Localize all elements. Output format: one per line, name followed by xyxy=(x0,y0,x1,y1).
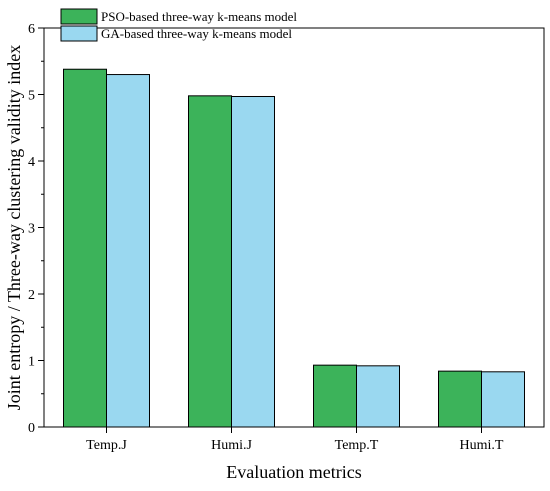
bars-layer xyxy=(63,68,525,428)
bar-ga-humi-t xyxy=(481,371,525,428)
bar-ga-temp-t xyxy=(356,365,400,428)
y-tick-label: 6 xyxy=(28,22,35,37)
bar-ga-humi-j xyxy=(231,95,275,428)
x-axis-title: Evaluation metrics xyxy=(226,462,361,482)
legend-swatch-pso xyxy=(60,8,98,25)
legend-swatch-ga xyxy=(60,25,98,42)
y-tick-label: 5 xyxy=(28,89,35,104)
legend: PSO-based three-way k-means model GA-bas… xyxy=(60,8,297,42)
bar-ga-temp-j xyxy=(106,74,150,428)
y-axis: 0 1 2 3 4 5 6 xyxy=(28,22,44,436)
x-tick-label: Temp.J xyxy=(86,438,127,453)
y-tick-label: 4 xyxy=(28,155,35,170)
y-tick-label: 1 xyxy=(28,355,35,370)
legend-label-ga: GA-based three-way k-means model xyxy=(101,26,292,41)
y-tick-label: 0 xyxy=(28,421,35,436)
bar-pso-humi-t xyxy=(438,370,482,428)
legend-label-pso: PSO-based three-way k-means model xyxy=(101,9,297,24)
y-axis-title: Joint entropy / Three-way clustering val… xyxy=(4,45,24,411)
bar-pso-humi-j xyxy=(188,95,232,428)
x-axis: Temp.J Humi.J Temp.T Humi.T xyxy=(86,427,504,453)
y-tick-label: 3 xyxy=(28,222,35,237)
x-tick-label: Temp.T xyxy=(335,438,379,453)
bar-pso-temp-t xyxy=(313,364,357,428)
x-tick-label: Humi.J xyxy=(211,438,252,453)
bar-pso-temp-j xyxy=(63,68,107,428)
x-tick-label: Humi.T xyxy=(460,438,504,453)
y-tick-label: 2 xyxy=(28,288,35,303)
